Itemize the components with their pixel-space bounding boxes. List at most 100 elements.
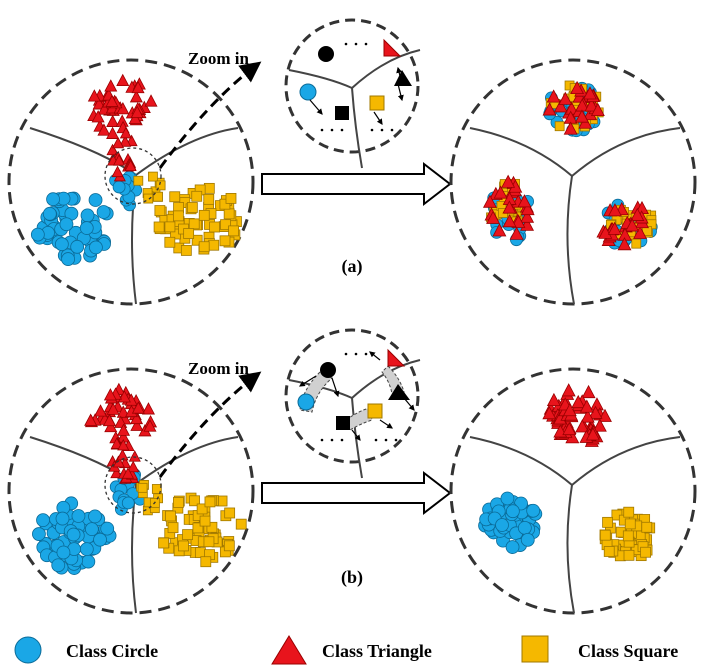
- triangle-marker: [130, 105, 144, 118]
- triangle-marker: [562, 421, 577, 436]
- panel-b-zoom-inset-border: [284, 328, 420, 464]
- square-marker: [624, 518, 636, 530]
- circle-marker: [51, 558, 66, 573]
- panel-a-transform-arrow: [261, 161, 452, 207]
- circle-marker: [505, 540, 520, 554]
- square-marker: [220, 219, 231, 231]
- triangle-marker: [97, 123, 111, 136]
- square-marker: [198, 241, 210, 253]
- triangle-marker: [104, 419, 118, 433]
- circle-marker: [526, 503, 541, 518]
- panel-a: Zoom in: [7, 18, 697, 306]
- triangle-marker: [482, 194, 497, 208]
- triangle-marker: [542, 406, 557, 420]
- triangle-marker: [561, 383, 576, 397]
- circle-marker: [89, 240, 103, 255]
- circle-marker: [56, 545, 71, 560]
- triangle-marker: [116, 73, 130, 87]
- triangle-marker: [105, 94, 119, 107]
- panel-b-input-boundary: [7, 367, 255, 615]
- panel-b-caption: (b): [341, 567, 363, 588]
- legend-item-triangle: Class Triangle: [271, 635, 432, 665]
- legend-circle-label: Class Circle: [66, 641, 158, 661]
- square-marker: [165, 510, 176, 522]
- square-marker: [133, 175, 144, 186]
- triangle-marker: [579, 399, 594, 413]
- panel-b-output-triangle-cluster: [542, 383, 612, 447]
- square-marker: [209, 221, 220, 233]
- legend-item-square: Class Square: [521, 635, 678, 663]
- triangle-marker: [581, 384, 596, 399]
- panel-a-square-cluster: [133, 171, 242, 256]
- panel-b-input-space: [7, 367, 255, 615]
- panel-b-zoom-push-arrows: [298, 351, 415, 441]
- square-marker: [223, 540, 235, 552]
- circle-marker: [70, 239, 85, 254]
- panel-a-zoom-inset-border: [284, 18, 420, 154]
- triangle-marker: [589, 397, 604, 411]
- circle-marker: [84, 522, 99, 537]
- triangle-marker: [119, 135, 132, 147]
- panel-a-caption: (a): [342, 256, 363, 277]
- square-marker: [153, 221, 165, 233]
- triangle-marker: [131, 80, 145, 94]
- panel-b-zoom-yellow-square: [367, 403, 383, 419]
- circle-marker: [55, 511, 70, 526]
- triangle-marker: [517, 194, 532, 208]
- triangle-marker: [103, 388, 117, 401]
- circle-marker: [61, 252, 76, 266]
- circle-marker: [88, 193, 103, 207]
- square-marker: [164, 236, 176, 248]
- triangle-marker: [91, 110, 105, 123]
- square-marker: [235, 518, 247, 530]
- triangle-marker: [106, 402, 120, 415]
- panel-b-zoom-blue-circle: [297, 393, 315, 411]
- square-marker: [622, 530, 634, 542]
- square-marker: [203, 536, 215, 548]
- circle-marker: [71, 509, 86, 523]
- legend-item-circle: Class Circle: [14, 636, 158, 664]
- square-marker: [153, 191, 163, 202]
- legend-square-icon: [521, 635, 549, 663]
- triangle-marker: [128, 111, 142, 125]
- square-marker: [225, 193, 237, 204]
- triangle-marker: [84, 413, 98, 426]
- panel-a-zoom-yellow-square: [369, 95, 385, 111]
- triangle-marker: [110, 466, 123, 479]
- panel-b-circle-cluster: [32, 468, 147, 575]
- circle-marker: [505, 504, 520, 519]
- triangle-marker: [128, 450, 141, 462]
- triangle-marker: [584, 98, 599, 112]
- square-marker: [178, 540, 189, 552]
- square-marker: [183, 228, 195, 239]
- square-marker: [169, 191, 181, 203]
- panel-a-zoom-region: [104, 147, 162, 205]
- circle-marker: [121, 496, 135, 510]
- square-marker: [192, 522, 204, 534]
- panel-a-input-boundary: [7, 58, 255, 306]
- triangle-marker: [112, 136, 125, 149]
- panel-b-zoom-ellipsis: [320, 352, 398, 442]
- circle-marker: [79, 542, 94, 557]
- panel-a-zoom-label: Zoom in: [188, 49, 249, 68]
- panel-a-zoom-ellipsis: [320, 42, 394, 132]
- triangle-marker: [590, 102, 605, 117]
- panel-a-output-mixed-cluster-left: [482, 174, 535, 247]
- square-marker: [151, 484, 162, 494]
- panel-a-zoom-inset: [284, 18, 421, 169]
- circle-marker: [96, 205, 111, 219]
- triangle-marker: [143, 419, 157, 432]
- triangle-marker: [520, 201, 535, 216]
- triangle-marker: [501, 174, 516, 188]
- triangle-marker: [111, 165, 124, 178]
- panel-b-zoom-black-triangle: [388, 384, 410, 400]
- square-marker: [137, 482, 148, 493]
- triangle-marker: [92, 97, 106, 110]
- triangle-marker: [117, 438, 130, 451]
- triangle-marker: [112, 154, 126, 166]
- square-marker: [199, 515, 211, 527]
- triangle-marker: [570, 80, 585, 94]
- triangle-marker: [104, 79, 118, 92]
- triangle-marker: [520, 209, 535, 223]
